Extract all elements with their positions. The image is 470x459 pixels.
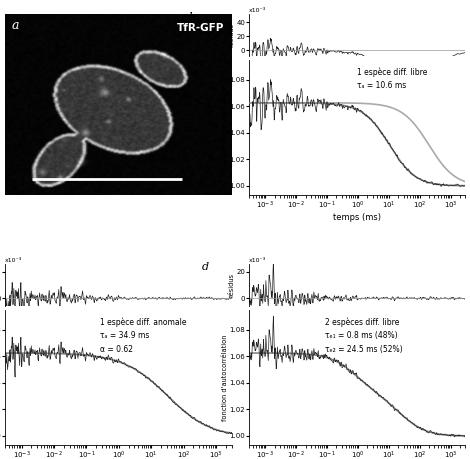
Text: x10⁻³: x10⁻³ [249,258,266,263]
Text: 1 espèce diff. anomale: 1 espèce diff. anomale [100,318,187,327]
Y-axis label: fonction d'autocorrélation: fonction d'autocorrélation [222,334,228,421]
Text: τₑ₁ = 0.8 ms (48%): τₑ₁ = 0.8 ms (48%) [325,331,398,341]
Text: a: a [11,19,19,32]
Text: τₐ = 34.9 ms: τₐ = 34.9 ms [100,331,149,341]
Text: 2 espèces diff. libre: 2 espèces diff. libre [325,318,399,327]
Y-axis label: résidus: résidus [229,273,235,297]
Text: d: d [202,262,209,272]
Text: TfR-GFP: TfR-GFP [177,23,225,33]
Text: x10⁻³: x10⁻³ [5,258,22,263]
X-axis label: temps (ms): temps (ms) [333,213,381,222]
Text: x10⁻³: x10⁻³ [249,8,266,13]
Text: b: b [189,11,196,22]
Y-axis label: résidus: résidus [229,23,235,47]
Text: τₑ₂ = 24.5 ms (52%): τₑ₂ = 24.5 ms (52%) [325,345,402,354]
Y-axis label: fonction d'autocorrélation: fonction d'autocorrélation [222,84,228,171]
Text: τₐ = 10.6 ms: τₐ = 10.6 ms [357,81,407,90]
Text: 1 espèce diff. libre: 1 espèce diff. libre [357,68,428,77]
Text: α = 0.62: α = 0.62 [100,345,133,354]
